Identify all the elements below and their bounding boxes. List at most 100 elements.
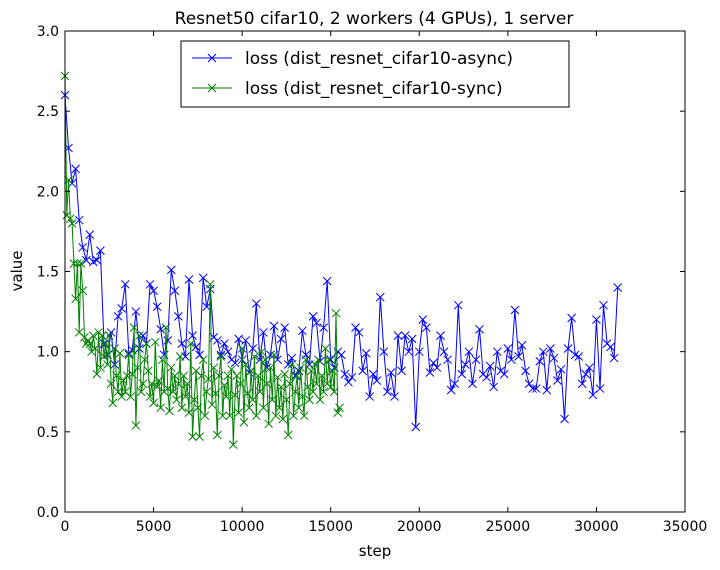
data-point-0-15 <box>113 312 123 321</box>
data-point-0-150 <box>592 315 601 324</box>
x-axis-ticks: 0 5000 10000 15000 20000 25000 30000 35000 <box>61 31 708 535</box>
data-point-0-147 <box>581 369 591 379</box>
data-point-0-136 <box>542 385 552 395</box>
plot-area <box>60 71 623 450</box>
data-point-0-62 <box>280 323 290 332</box>
data-point-0-110 <box>450 379 460 389</box>
data-point-1-20 <box>96 363 105 373</box>
data-point-1-107 <box>250 352 259 361</box>
data-point-1-134 <box>298 392 307 401</box>
data-point-1-68 <box>181 392 190 401</box>
data-point-1-16 <box>88 331 98 340</box>
data-point-1-83 <box>207 400 217 409</box>
data-point-1-133 <box>296 363 305 373</box>
data-point-0-104 <box>429 358 438 368</box>
data-point-0-135 <box>538 347 548 357</box>
data-point-1-31 <box>115 348 125 358</box>
data-point-0-111 <box>453 300 463 310</box>
data-point-1-45 <box>140 355 150 365</box>
data-point-0-94 <box>393 331 403 340</box>
data-point-1-35 <box>122 371 132 381</box>
data-point-0-140 <box>556 364 566 374</box>
data-point-0-134 <box>535 356 545 366</box>
data-point-1-118 <box>269 350 279 360</box>
data-point-0-98 <box>407 334 417 344</box>
data-point-0-6 <box>81 255 91 265</box>
data-point-0-43 <box>212 336 222 345</box>
data-point-0-125 <box>503 344 513 353</box>
data-point-0-107 <box>439 347 449 357</box>
data-point-0-16 <box>117 304 127 313</box>
data-point-0-105 <box>432 363 442 373</box>
data-point-1-125 <box>282 395 291 405</box>
data-point-1-49 <box>147 379 157 389</box>
data-point-0-82 <box>351 323 360 332</box>
data-point-1-55 <box>158 355 167 365</box>
data-point-0-20 <box>131 307 141 316</box>
legend-box <box>180 40 570 108</box>
data-point-0-87 <box>368 369 378 379</box>
data-point-1-22 <box>99 352 109 361</box>
data-point-1-39 <box>129 323 139 332</box>
data-point-0-54 <box>251 299 261 308</box>
data-point-1-154 <box>333 408 343 417</box>
data-point-1-57 <box>161 323 171 332</box>
data-point-1-112 <box>259 403 268 413</box>
data-point-0-99 <box>411 422 421 432</box>
data-point-1-63 <box>172 395 181 405</box>
data-point-0-128 <box>514 352 523 361</box>
data-point-0-129 <box>517 340 527 350</box>
y-tick-label: 1.0 <box>37 345 59 361</box>
y-tick-label: 0.0 <box>37 505 59 521</box>
data-point-0-44 <box>216 350 226 360</box>
data-point-1-58 <box>163 384 173 393</box>
data-point-0-57 <box>262 363 272 373</box>
series-1 <box>60 71 344 450</box>
data-point-1-9 <box>76 259 86 268</box>
x-tick-label: 35000 <box>663 519 708 535</box>
data-point-0-120 <box>485 361 495 371</box>
data-point-1-90 <box>220 380 229 390</box>
data-point-0-37 <box>191 342 201 352</box>
data-point-0-115 <box>468 379 477 389</box>
data-point-1-142 <box>312 379 321 389</box>
data-point-1-27 <box>108 398 118 408</box>
data-point-0-24 <box>145 279 155 289</box>
data-point-1-113 <box>260 355 270 365</box>
data-point-1-10 <box>78 286 88 296</box>
data-point-0-146 <box>577 379 587 389</box>
data-point-0-130 <box>521 366 530 376</box>
data-point-1-42 <box>135 331 144 340</box>
data-point-0-33 <box>177 339 187 349</box>
data-point-0-60 <box>273 355 282 365</box>
data-point-0-137 <box>546 344 555 353</box>
data-point-1-87 <box>214 371 224 381</box>
y-tick-label: 1.5 <box>37 265 59 281</box>
data-point-1-76 <box>195 432 204 441</box>
legend-marker <box>207 83 217 93</box>
data-point-0-89 <box>375 292 385 302</box>
data-point-1-89 <box>218 411 228 421</box>
data-point-1-30 <box>113 387 123 397</box>
data-point-0-141 <box>560 414 569 424</box>
data-point-1-94 <box>227 364 236 374</box>
data-point-0-64 <box>287 353 297 363</box>
legend-marker <box>207 53 217 63</box>
data-point-0-27 <box>156 324 166 334</box>
data-point-1-61 <box>168 387 178 397</box>
data-point-0-63 <box>283 360 293 369</box>
data-point-1-37 <box>126 392 135 401</box>
data-point-1-73 <box>189 395 199 405</box>
data-point-1-132 <box>294 403 304 413</box>
data-point-1-144 <box>315 395 325 405</box>
data-point-0-10 <box>96 246 105 256</box>
data-point-1-67 <box>179 371 189 381</box>
data-point-1-82 <box>205 279 215 289</box>
x-tick-label: 20000 <box>397 519 442 535</box>
data-point-1-60 <box>166 363 176 373</box>
data-point-1-101 <box>239 417 249 427</box>
data-point-0-106 <box>436 331 445 340</box>
data-point-1-85 <box>211 388 220 398</box>
data-point-1-150 <box>326 382 336 392</box>
x-tick-label: 30000 <box>574 519 619 535</box>
